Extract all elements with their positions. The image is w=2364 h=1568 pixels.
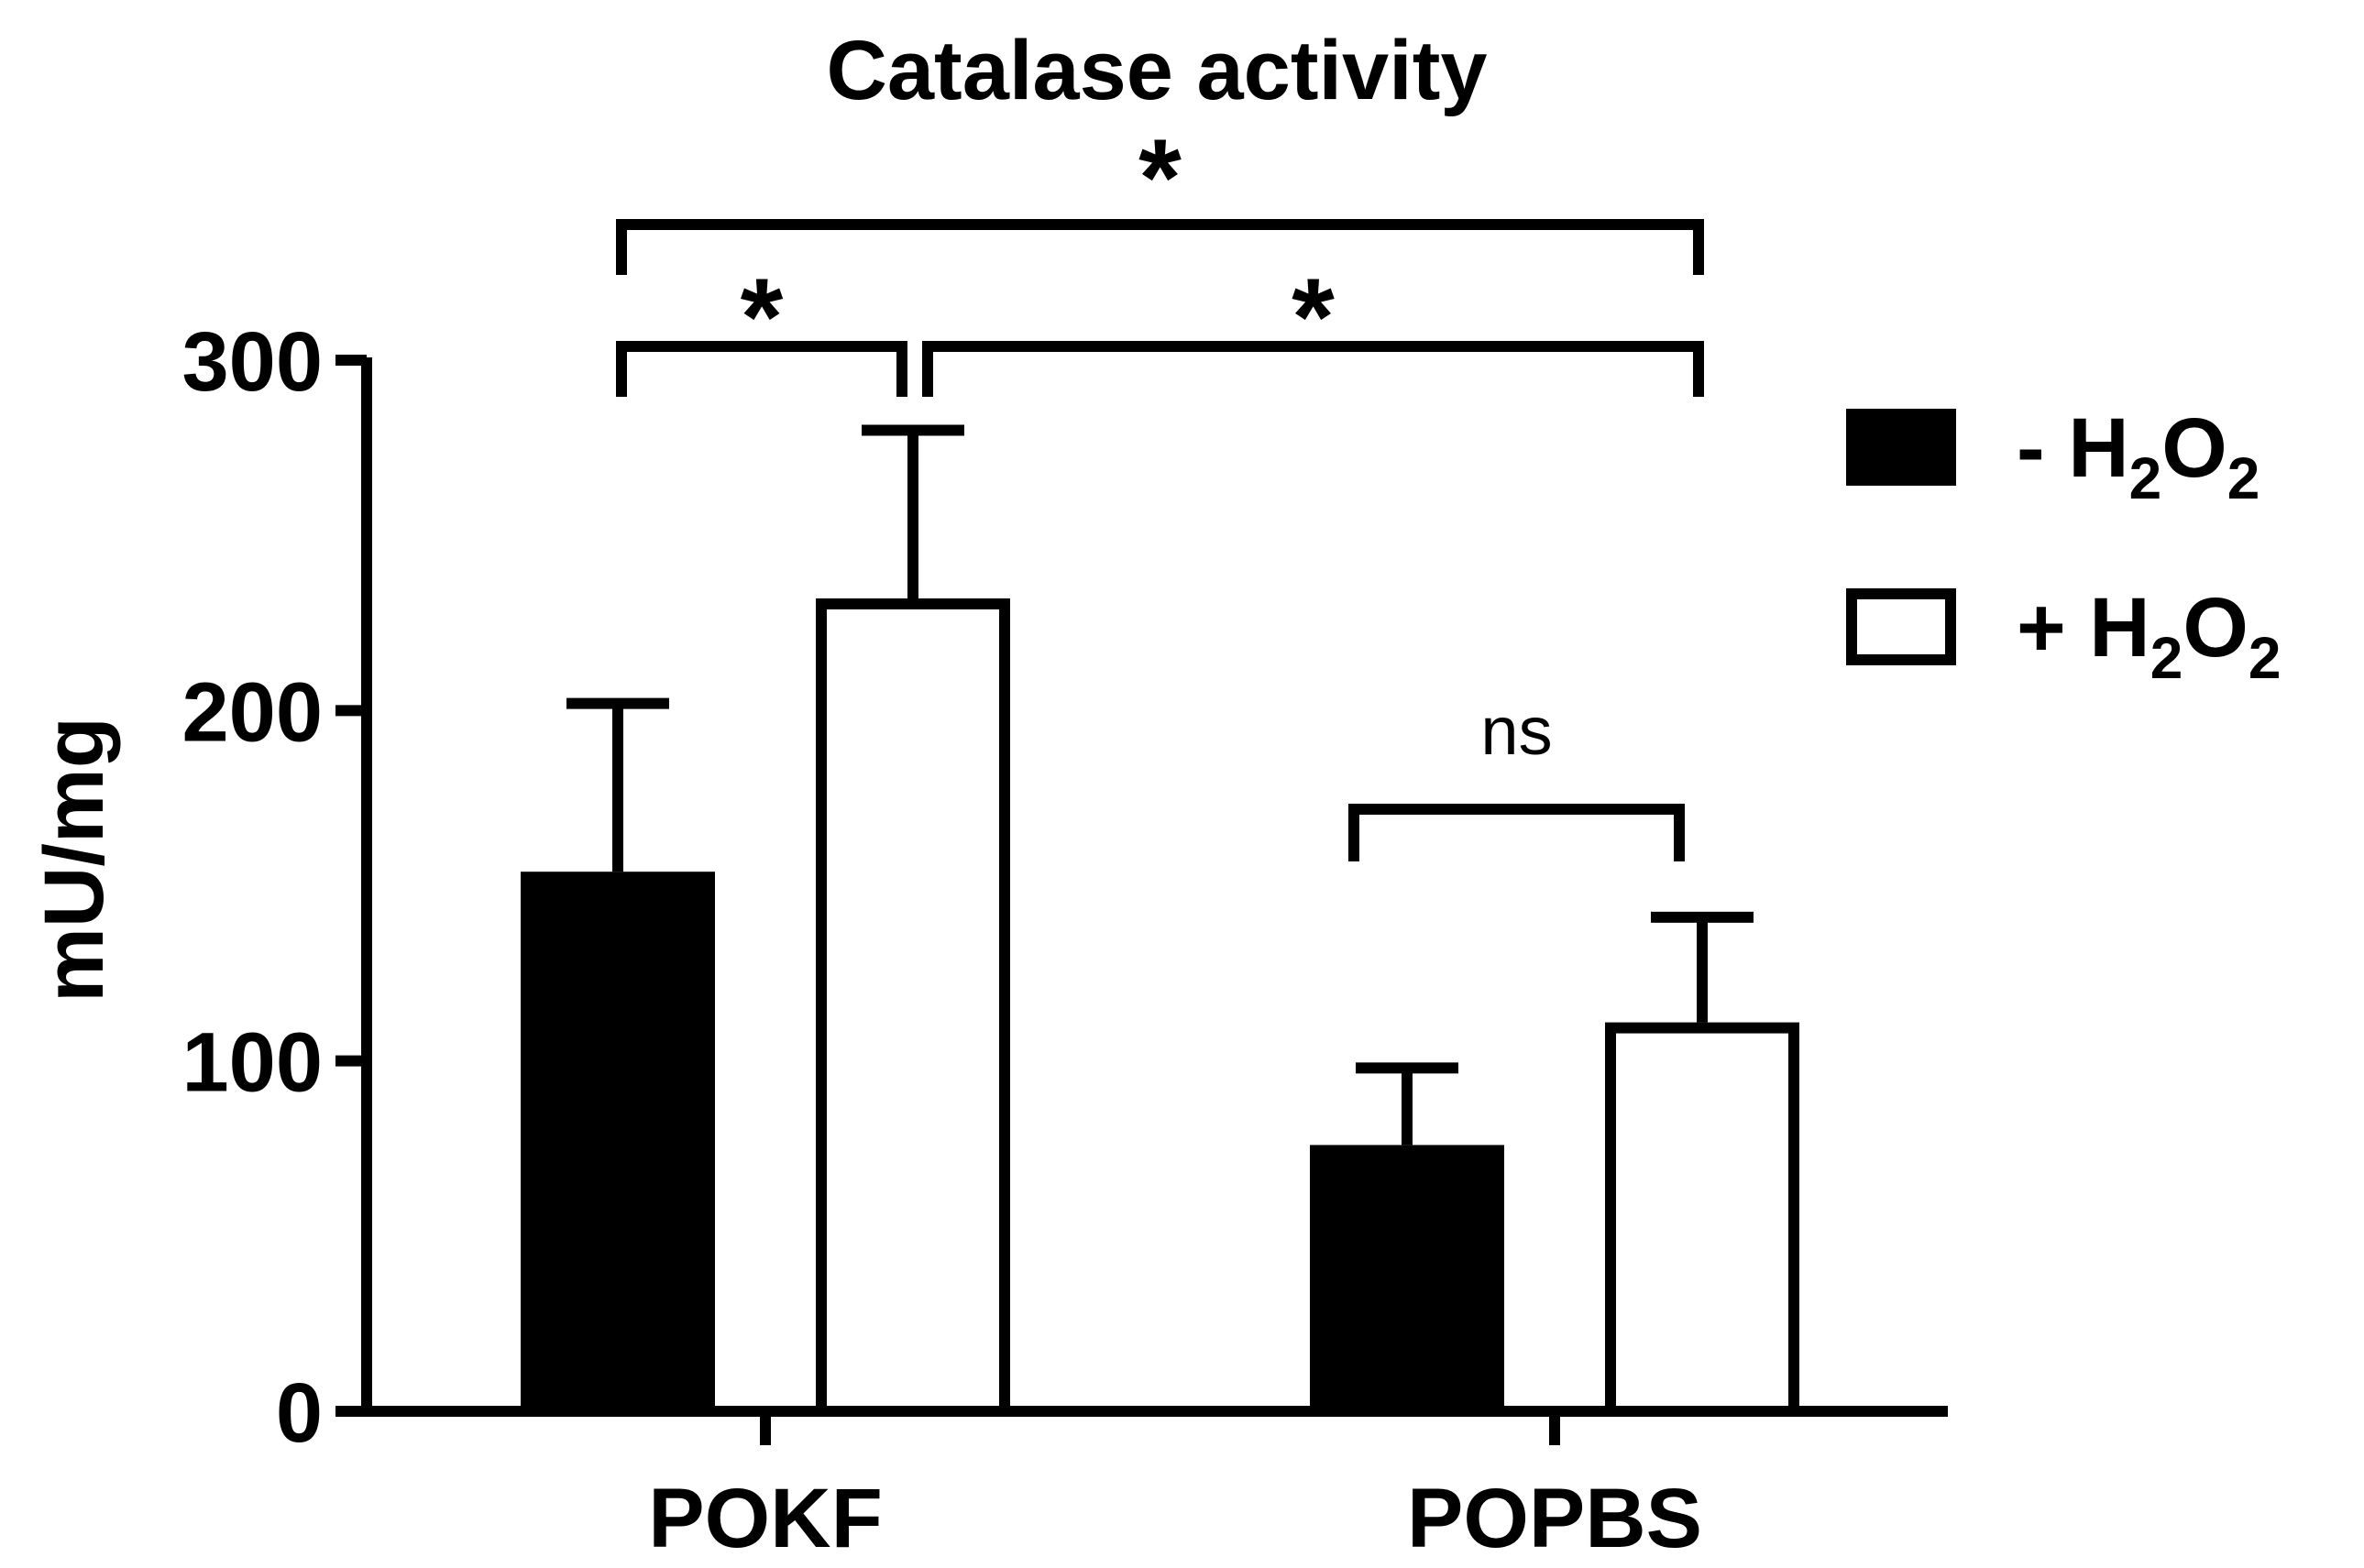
- axes: 0 100 200 300 POKF POPBS: [182, 315, 1948, 1565]
- y-tick-label: 100: [182, 1016, 324, 1110]
- significance-label: *: [741, 256, 784, 378]
- legend-swatch: [1846, 409, 1956, 486]
- significance-label: *: [1292, 256, 1335, 378]
- bar: [1605, 1022, 1799, 1417]
- significance-label: *: [1138, 116, 1182, 239]
- legend-label: - H2O2: [2017, 401, 2260, 511]
- y-axis-label: mU/mg: [27, 717, 121, 1003]
- legend-label: + H2O2: [2017, 581, 2281, 691]
- significance-bracket: [616, 341, 907, 397]
- significance-bracket: [616, 219, 1704, 275]
- bar: [816, 598, 1010, 1417]
- bar: [521, 872, 715, 1411]
- chart-title: Catalase activity: [826, 24, 1487, 117]
- y-tick-label: 200: [182, 665, 324, 759]
- significance-bracket: [922, 341, 1704, 397]
- legend: - H2O2 + H2O2: [1846, 401, 2281, 691]
- significance-label: ns: [1480, 693, 1552, 769]
- significance-annotations: * * * ns: [616, 116, 1704, 861]
- y-tick-label: 0: [276, 1366, 323, 1460]
- x-tick-label: POKF: [648, 1472, 883, 1565]
- bar: [1310, 1145, 1504, 1411]
- legend-swatch: [1846, 588, 1956, 665]
- bars: [521, 424, 1799, 1417]
- y-tick-label: 300: [182, 315, 324, 409]
- x-tick-label: POPBS: [1407, 1472, 1702, 1565]
- significance-bracket: [1348, 804, 1685, 861]
